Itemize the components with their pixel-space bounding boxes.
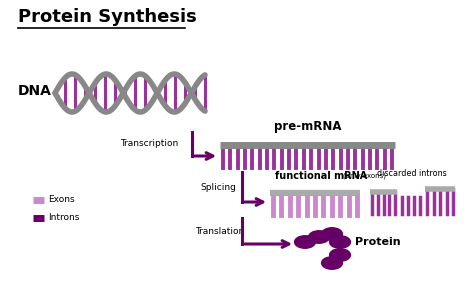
Text: Introns: Introns xyxy=(48,214,79,222)
Text: pre-mRNA: pre-mRNA xyxy=(274,120,341,133)
Text: Splicing: Splicing xyxy=(200,183,236,191)
Circle shape xyxy=(294,236,315,248)
Text: Protein Synthesis: Protein Synthesis xyxy=(18,8,197,26)
Text: Transcription: Transcription xyxy=(120,139,178,149)
Text: Protein: Protein xyxy=(355,237,401,247)
Text: (only exons): (only exons) xyxy=(343,172,386,179)
Text: functional mRNA: functional mRNA xyxy=(275,171,367,181)
Circle shape xyxy=(329,249,350,261)
Circle shape xyxy=(329,236,350,248)
Text: DNA: DNA xyxy=(18,84,52,98)
Text: Exons: Exons xyxy=(48,195,74,204)
Circle shape xyxy=(309,231,329,243)
Circle shape xyxy=(321,257,342,269)
Circle shape xyxy=(321,228,342,240)
Text: Translation: Translation xyxy=(195,227,244,235)
Text: discarded introns: discarded introns xyxy=(377,169,447,178)
